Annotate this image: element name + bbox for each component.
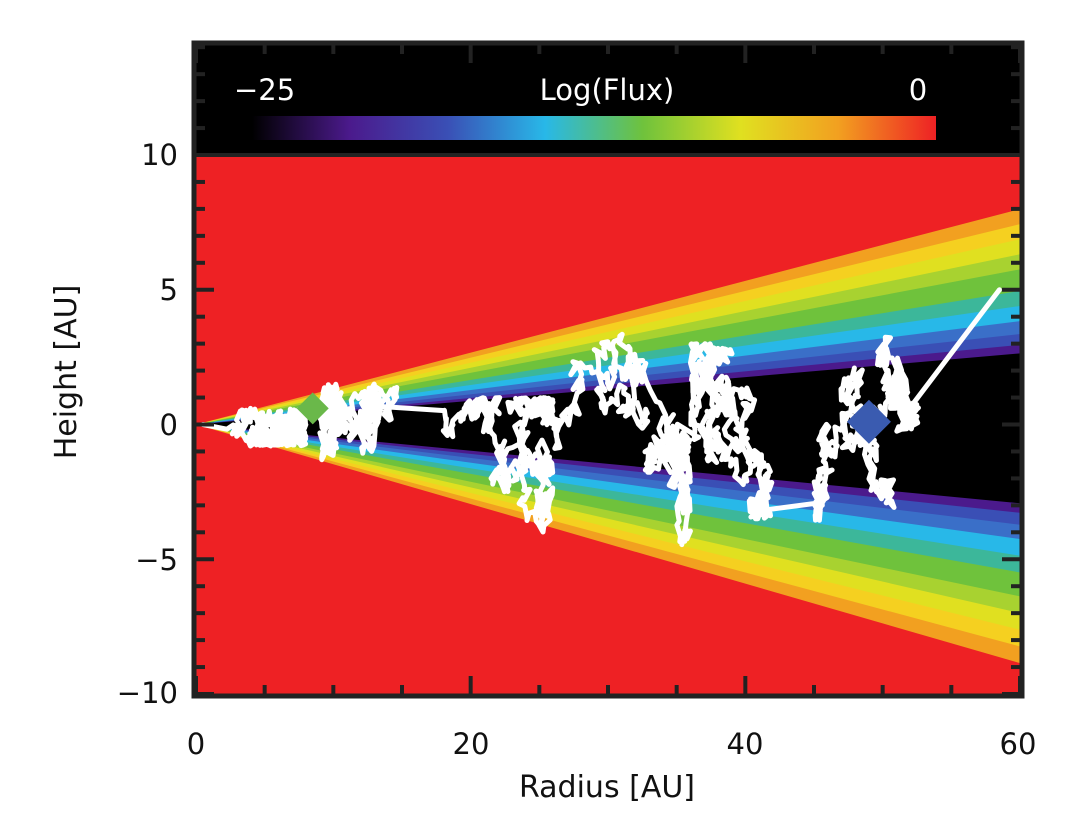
- colorbar-max-label: 0: [909, 73, 927, 107]
- colorbar-min-label: −25: [234, 73, 295, 107]
- x-tick-label: 20: [453, 727, 490, 761]
- tick-marks: [194, 45, 1022, 696]
- x-tick-label: 60: [1000, 727, 1037, 761]
- colorbar-title: Log(Flux): [540, 73, 675, 107]
- x-tick-labels: 0 20 40 60: [187, 727, 1037, 761]
- colorbar-bar: [252, 116, 936, 140]
- flux-wedge-layers: [196, 209, 1020, 664]
- colorbar: −25 Log(Flux) 0: [196, 45, 1020, 155]
- plot-frame: [191, 40, 1025, 699]
- markers: [296, 392, 891, 444]
- y-axis-title: Height [AU]: [49, 285, 84, 460]
- x-tick-label: 0: [187, 727, 205, 761]
- diamond-marker: [846, 399, 891, 444]
- random-walk-trajectory: [200, 287, 1002, 548]
- y-tick-label: 5: [160, 273, 178, 307]
- y-tick-label: 0: [160, 408, 178, 442]
- diamond-marker: [296, 392, 329, 425]
- plot-area: [196, 155, 1020, 694]
- y-tick-label: −5: [135, 543, 178, 577]
- y-tick-label: 10: [141, 138, 178, 172]
- x-tick-label: 40: [727, 727, 764, 761]
- x-axis-title: Radius [AU]: [519, 770, 695, 805]
- y-tick-label: −10: [117, 676, 178, 710]
- y-tick-labels: 10 5 0 −5 −10: [117, 138, 178, 710]
- flux-wedge-layer: [196, 353, 1020, 504]
